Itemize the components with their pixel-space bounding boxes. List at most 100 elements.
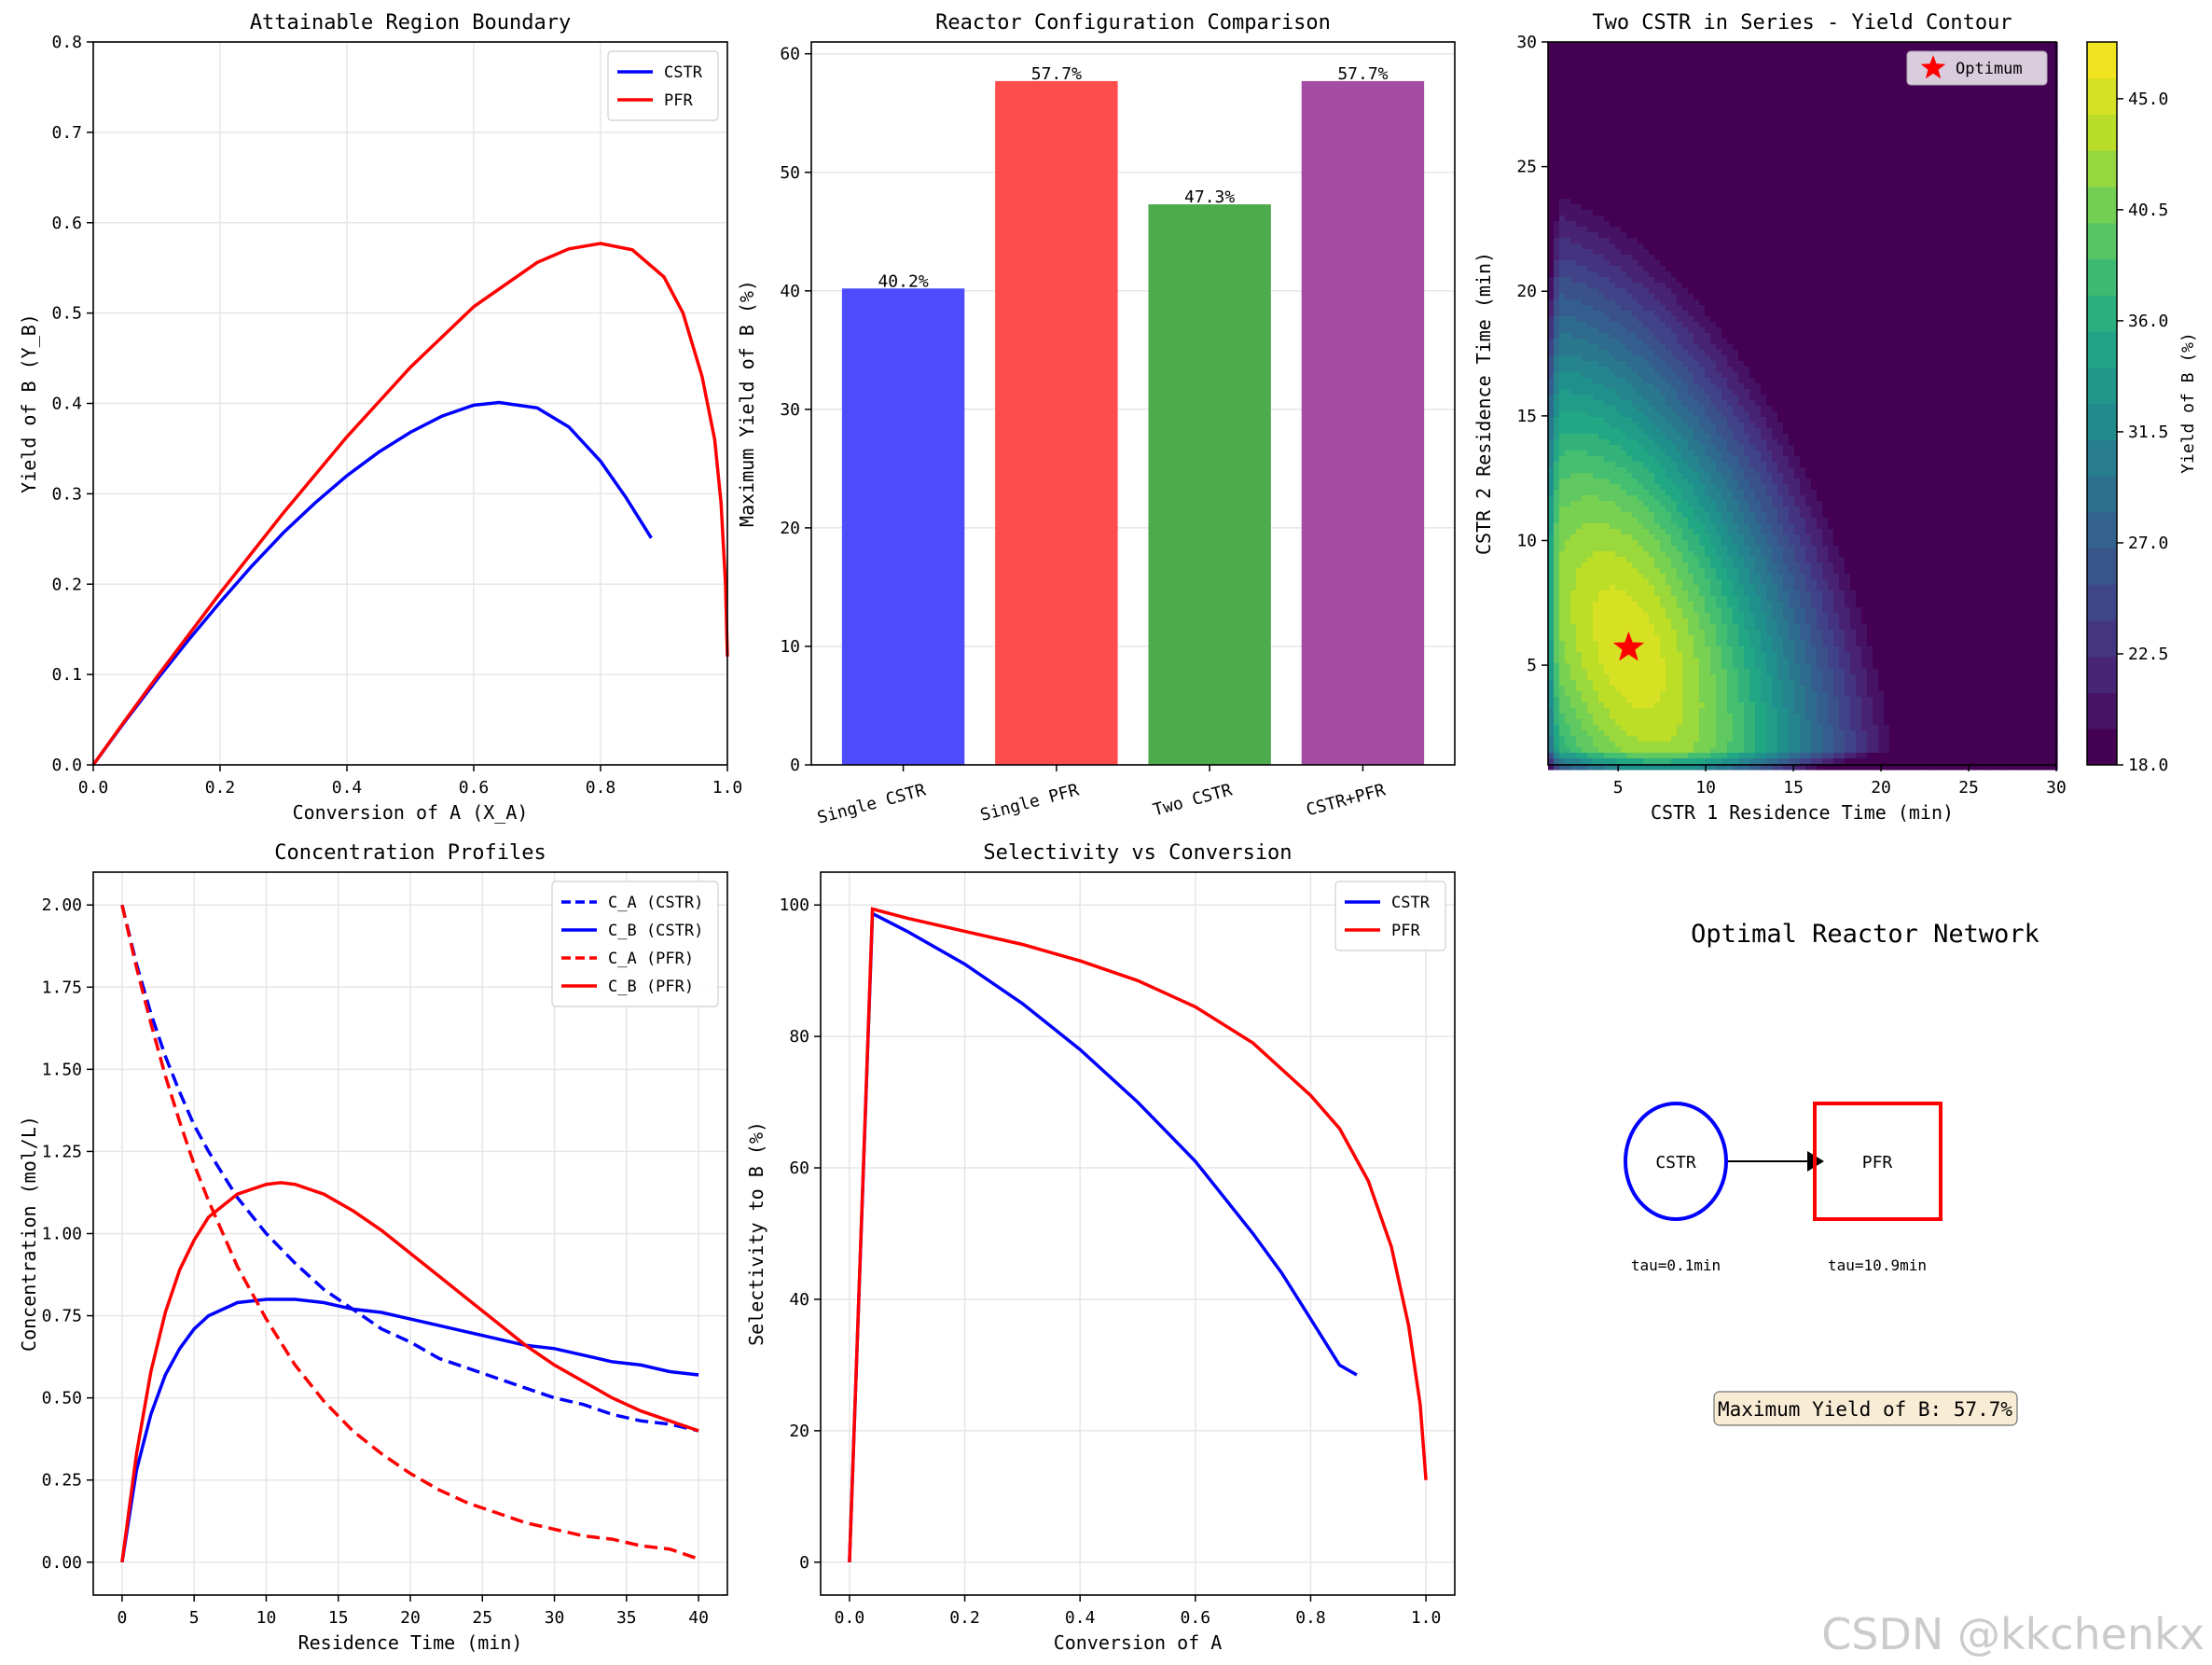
- contour-cell: [1660, 204, 1666, 211]
- contour-cell: [1593, 277, 1599, 284]
- contour-cell: [1682, 383, 1689, 390]
- contour-cell: [1615, 176, 1622, 183]
- contour-cell: [1744, 221, 1750, 228]
- contour-cell: [1738, 434, 1745, 440]
- contour-cell: [1632, 59, 1638, 65]
- contour-cell: [1570, 534, 1577, 541]
- contour-cell: [1587, 574, 1594, 580]
- contour-cell: [1749, 367, 1756, 373]
- contour-cell: [1649, 344, 1655, 351]
- contour-cell: [1721, 551, 1728, 558]
- contour-cell: [1548, 574, 1555, 580]
- contour-cell: [1593, 120, 1599, 127]
- contour-cell: [1699, 389, 1706, 395]
- contour-cell: [1610, 451, 1616, 457]
- contour-cell: [1671, 725, 1678, 731]
- contour-cell: [1587, 171, 1594, 177]
- contour-cell: [1632, 439, 1638, 446]
- contour-cell: [1565, 646, 1571, 653]
- contour-cell: [1660, 574, 1666, 580]
- contour-cell: [1688, 462, 1694, 468]
- contour-cell: [1632, 333, 1638, 340]
- contour-cell: [1744, 462, 1750, 468]
- contour-cell: [1654, 115, 1661, 121]
- contour-cell: [1688, 333, 1694, 340]
- contour-cell: [1576, 109, 1583, 116]
- contour-cell: [1688, 311, 1694, 317]
- contour-cell: [1716, 92, 1722, 99]
- contour-cell: [1677, 725, 1683, 731]
- contour-cell: [1604, 350, 1611, 356]
- contour-cell: [1598, 529, 1605, 535]
- contour-cell: [1554, 327, 1560, 334]
- contour-cell: [1615, 428, 1622, 435]
- contour-cell: [1554, 462, 1560, 468]
- contour-cell: [1587, 64, 1594, 71]
- contour-cell: [1755, 378, 1762, 384]
- contour-cell: [1654, 495, 1661, 502]
- contour-cell: [1638, 484, 1644, 491]
- contour-cell: [1727, 658, 1734, 664]
- contour-cell: [1593, 227, 1599, 233]
- contour-cell: [1559, 115, 1566, 121]
- contour-cell: [1699, 669, 1706, 675]
- contour-cell: [1621, 339, 1627, 345]
- contour-cell: [1710, 590, 1717, 597]
- contour-cell: [1626, 327, 1633, 334]
- contour-cell: [1621, 753, 1627, 759]
- contour-cell: [1705, 48, 1711, 54]
- contour-cell: [1593, 546, 1599, 552]
- contour-cell: [1749, 585, 1756, 591]
- contour-cell: [1755, 506, 1762, 513]
- contour-cell: [1654, 288, 1661, 295]
- contour-cell: [1749, 467, 1756, 474]
- contour-cell: [1727, 602, 1734, 608]
- contour-cell: [1610, 512, 1616, 519]
- contour-cell: [1649, 674, 1655, 681]
- contour-cell: [1671, 691, 1678, 698]
- contour-cell: [1694, 663, 1700, 670]
- contour-cell: [1666, 361, 1672, 368]
- contour-cell: [1716, 160, 1722, 166]
- contour-cell: [1744, 294, 1750, 300]
- contour-cell: [1548, 512, 1555, 519]
- contour-cell: [1744, 641, 1750, 647]
- contour-cell: [1654, 674, 1661, 681]
- contour-cell: [1694, 562, 1700, 569]
- contour-cell: [1576, 322, 1583, 328]
- contour-cell: [1694, 613, 1700, 619]
- contour-cell: [1559, 266, 1566, 272]
- contour-cell: [1621, 288, 1627, 295]
- contour-cell: [1632, 456, 1638, 463]
- contour-cell: [1671, 311, 1678, 317]
- contour-cell: [1621, 590, 1627, 597]
- contour-cell: [1593, 534, 1599, 541]
- contour-cell: [1749, 355, 1756, 362]
- contour-cell: [1649, 299, 1655, 306]
- contour-cell: [1716, 372, 1722, 379]
- contour-cell: [1638, 299, 1644, 306]
- contour-cell: [1654, 730, 1661, 737]
- contour-cell: [1559, 59, 1566, 65]
- contour-cell: [1621, 115, 1627, 121]
- contour-cell: [1694, 333, 1700, 340]
- contour-cell: [1604, 322, 1611, 328]
- contour-cell: [1638, 70, 1644, 76]
- contour-cell: [1615, 602, 1622, 608]
- contour-cell: [1744, 540, 1750, 547]
- contour-cell: [1559, 378, 1566, 384]
- contour-cell: [1699, 395, 1706, 401]
- contour-cell: [1744, 613, 1750, 619]
- contour-cell: [1677, 585, 1683, 591]
- contour-cell: [1705, 227, 1711, 233]
- contour-cell: [1570, 708, 1577, 715]
- contour-cell: [1587, 490, 1594, 496]
- contour-cell: [1559, 456, 1566, 463]
- contour-cell: [1604, 523, 1611, 530]
- contour-cell: [1721, 686, 1728, 692]
- contour-cell: [1666, 305, 1672, 312]
- contour-cell: [1626, 64, 1633, 71]
- contour-cell: [1554, 400, 1560, 407]
- contour-cell: [1699, 590, 1706, 597]
- contour-cell: [1587, 238, 1594, 244]
